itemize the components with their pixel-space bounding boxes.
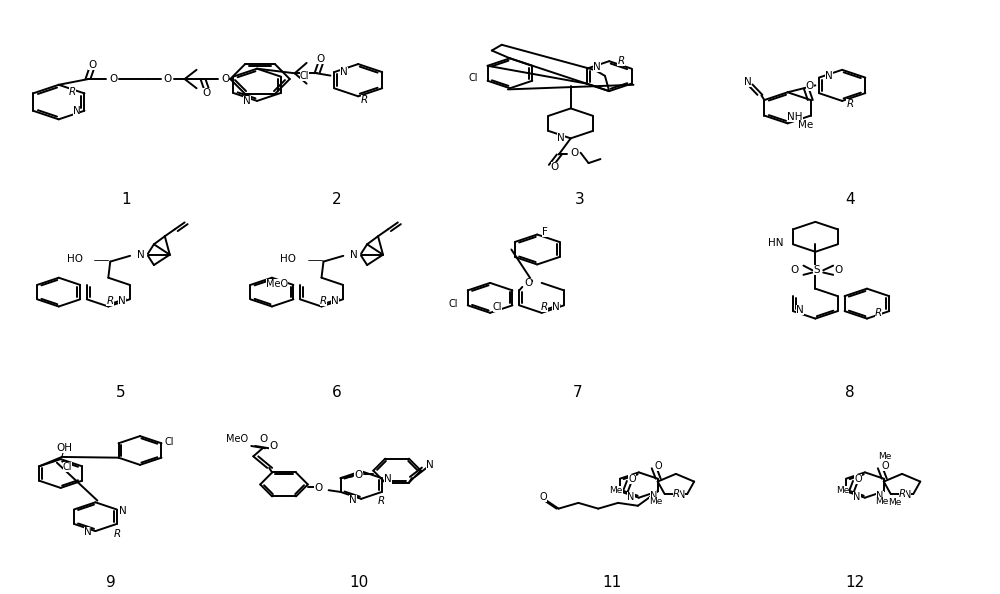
Text: N: N — [825, 71, 833, 81]
Text: NH: NH — [787, 112, 803, 122]
Text: 7: 7 — [573, 386, 582, 400]
Text: N: N — [853, 492, 861, 501]
Text: R: R — [899, 489, 906, 499]
Text: Cl: Cl — [448, 299, 458, 309]
Text: Cl: Cl — [493, 302, 502, 312]
Text: O: O — [109, 74, 117, 84]
Text: N: N — [627, 492, 635, 501]
Text: N: N — [593, 62, 601, 72]
Text: O: O — [524, 279, 532, 289]
Text: 5: 5 — [116, 386, 126, 400]
Text: O: O — [269, 441, 277, 451]
Text: O: O — [806, 81, 814, 91]
Text: R: R — [846, 99, 854, 109]
Text: R: R — [673, 489, 680, 499]
Text: O: O — [628, 473, 636, 484]
Text: N: N — [552, 302, 560, 312]
Text: Cl: Cl — [165, 437, 174, 447]
Text: O: O — [316, 55, 325, 65]
Text: R: R — [69, 87, 76, 97]
Text: N: N — [243, 96, 251, 106]
Text: N: N — [796, 305, 804, 315]
Text: 12: 12 — [845, 576, 865, 590]
Text: N: N — [331, 296, 339, 306]
Text: O: O — [354, 470, 363, 480]
Text: N: N — [876, 491, 884, 501]
Text: R: R — [541, 302, 548, 312]
Text: N: N — [340, 67, 348, 77]
Text: OH: OH — [57, 443, 73, 453]
Text: N: N — [349, 495, 357, 505]
Text: 2: 2 — [332, 192, 341, 207]
Text: 1: 1 — [121, 192, 131, 207]
Text: 9: 9 — [106, 576, 116, 590]
Text: N: N — [73, 106, 80, 116]
Text: N: N — [904, 490, 911, 500]
Text: O: O — [551, 162, 559, 172]
Text: HO: HO — [280, 254, 296, 264]
Text: Cl: Cl — [468, 73, 478, 83]
Text: O: O — [790, 265, 798, 274]
Text: 4: 4 — [845, 192, 855, 207]
Text: 11: 11 — [602, 576, 622, 590]
Text: MeO: MeO — [266, 279, 288, 289]
Text: Me: Me — [875, 497, 889, 506]
Text: R: R — [320, 296, 327, 306]
Text: N: N — [426, 460, 434, 470]
Text: Me: Me — [836, 486, 849, 495]
Text: O: O — [834, 265, 842, 274]
Text: Me: Me — [610, 486, 623, 495]
Text: N: N — [350, 249, 358, 260]
Text: O: O — [314, 484, 323, 494]
Text: N: N — [744, 77, 751, 87]
Text: R: R — [106, 296, 114, 306]
Text: O: O — [164, 74, 172, 84]
Text: O: O — [88, 60, 97, 70]
Text: N: N — [118, 296, 126, 306]
Text: 8: 8 — [845, 386, 855, 400]
Text: N: N — [678, 490, 685, 500]
Text: S: S — [813, 266, 820, 275]
Text: O: O — [881, 461, 889, 471]
Text: Me: Me — [798, 119, 813, 129]
Text: O: O — [854, 473, 862, 484]
Text: O: O — [540, 492, 547, 501]
Text: Cl: Cl — [63, 463, 72, 472]
Text: O: O — [655, 461, 663, 471]
Text: R: R — [361, 95, 368, 105]
Text: N: N — [650, 491, 657, 501]
Text: 3: 3 — [574, 192, 584, 207]
Text: Me: Me — [878, 452, 892, 462]
Text: Me: Me — [888, 498, 901, 507]
Text: O: O — [259, 434, 267, 444]
Text: F: F — [542, 227, 548, 236]
Text: R: R — [617, 56, 625, 66]
Text: R: R — [875, 308, 882, 318]
Text: N: N — [84, 527, 91, 537]
Text: Cl: Cl — [300, 71, 309, 81]
Text: MeO: MeO — [226, 434, 248, 444]
Text: R: R — [113, 529, 120, 539]
Text: O: O — [221, 74, 229, 84]
Text: 6: 6 — [332, 386, 341, 400]
Text: O: O — [571, 148, 579, 158]
Text: N: N — [137, 249, 145, 260]
Text: HO: HO — [67, 254, 83, 264]
Text: Me: Me — [649, 497, 662, 506]
Text: HN: HN — [768, 238, 783, 248]
Text: R: R — [378, 495, 385, 505]
Text: N: N — [384, 474, 392, 484]
Text: 10: 10 — [350, 576, 369, 590]
Text: O: O — [202, 89, 211, 99]
Text: N: N — [557, 133, 565, 143]
Text: N: N — [119, 505, 127, 516]
